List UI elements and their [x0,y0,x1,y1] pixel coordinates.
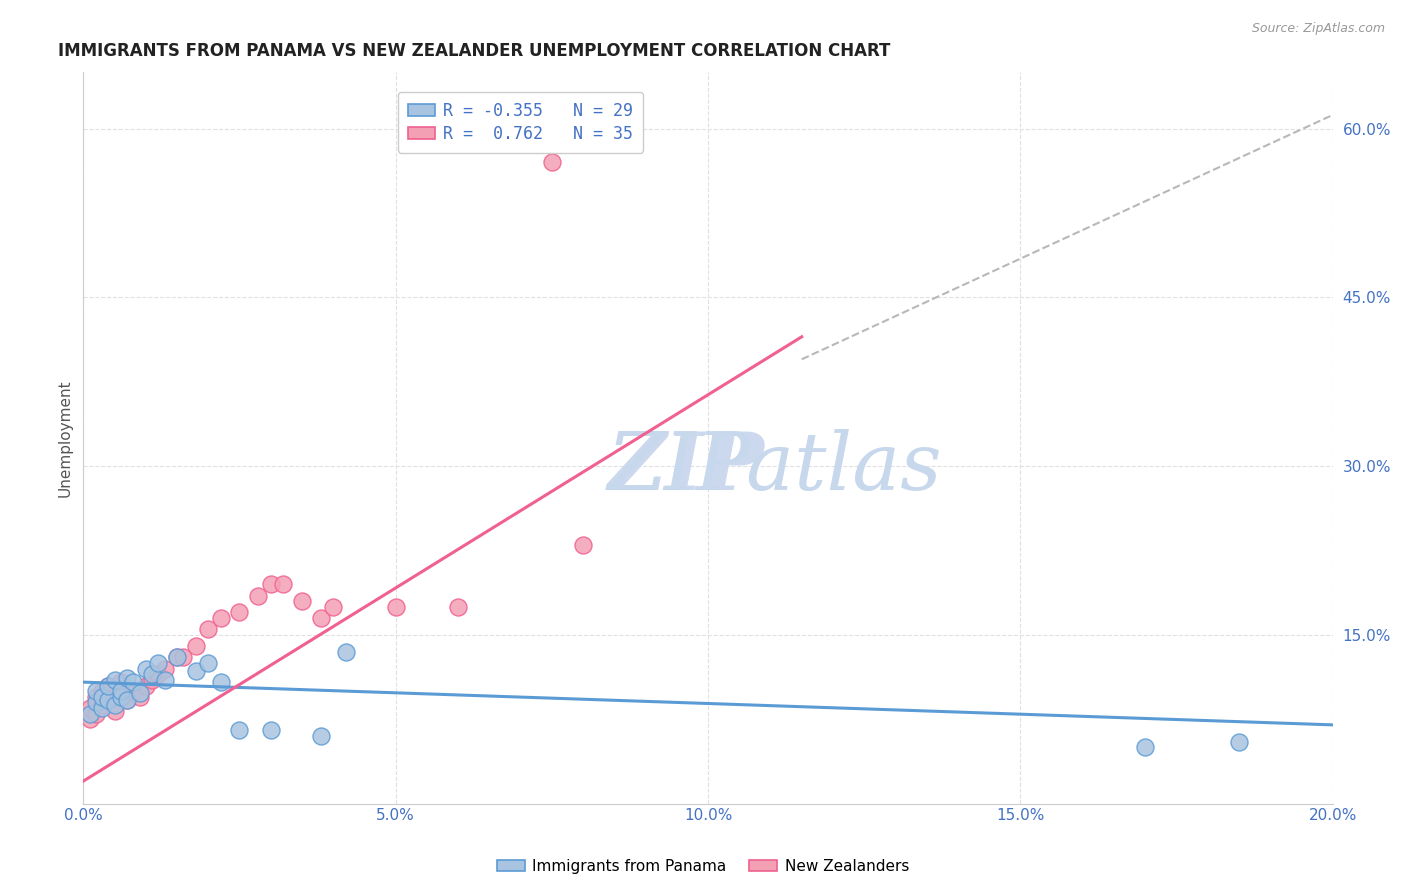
Point [228,723,250,738]
Point [166,650,188,665]
Point [97,693,120,707]
Point [128,686,150,700]
Point [84,690,107,704]
Point [260,577,283,591]
Y-axis label: Unemployment: Unemployment [58,379,72,497]
Point [148,667,170,681]
Point [115,671,138,685]
Point [141,667,163,681]
Text: IMMIGRANTS FROM PANAMA VS NEW ZEALANDER UNEMPLOYMENT CORRELATION CHART: IMMIGRANTS FROM PANAMA VS NEW ZEALANDER … [58,42,890,60]
Point [110,684,132,698]
Point [148,656,170,670]
Point [247,589,270,603]
Point [1227,735,1250,749]
Point [84,695,107,709]
Point [91,684,114,698]
Point [291,594,314,608]
Point [209,611,232,625]
Point [103,698,125,712]
Point [97,679,120,693]
Point [97,693,120,707]
Point [91,690,114,704]
Point [260,723,283,738]
Text: Source: ZipAtlas.com: Source: ZipAtlas.com [1251,22,1385,36]
Legend: Immigrants from Panama, New Zealanders: Immigrants from Panama, New Zealanders [491,853,915,880]
Point [197,622,219,636]
Point [79,712,101,726]
Point [97,679,120,693]
Point [184,664,207,678]
Point [172,650,194,665]
Point [122,675,145,690]
Point [153,662,176,676]
Point [271,577,294,591]
Text: ZIPatlas: ZIPatlas [607,428,942,506]
Point [197,656,219,670]
Point [572,538,595,552]
Point [79,706,101,721]
Point [110,675,132,690]
Point [228,606,250,620]
Point [1135,740,1157,755]
Point [141,673,163,687]
Point [110,686,132,700]
Point [166,650,188,665]
Legend: R = -0.355   N = 29, R =  0.762   N = 35: R = -0.355 N = 29, R = 0.762 N = 35 [398,92,643,153]
Point [91,701,114,715]
Point [135,662,157,676]
Text: ZIP: ZIP [607,428,765,506]
Point [122,684,145,698]
Point [84,684,107,698]
Point [309,729,332,743]
Point [128,690,150,704]
Point [184,639,207,653]
Point [322,599,344,614]
Point [84,706,107,721]
Point [209,675,232,690]
Point [135,679,157,693]
Point [91,698,114,712]
Point [384,599,406,614]
Point [79,701,101,715]
Point [110,690,132,704]
Point [103,705,125,719]
Point [335,645,357,659]
Point [309,611,332,625]
Point [540,155,562,169]
Point [447,599,470,614]
Point [115,693,138,707]
Point [153,673,176,687]
Point [103,690,125,704]
Point [115,693,138,707]
Point [103,673,125,687]
